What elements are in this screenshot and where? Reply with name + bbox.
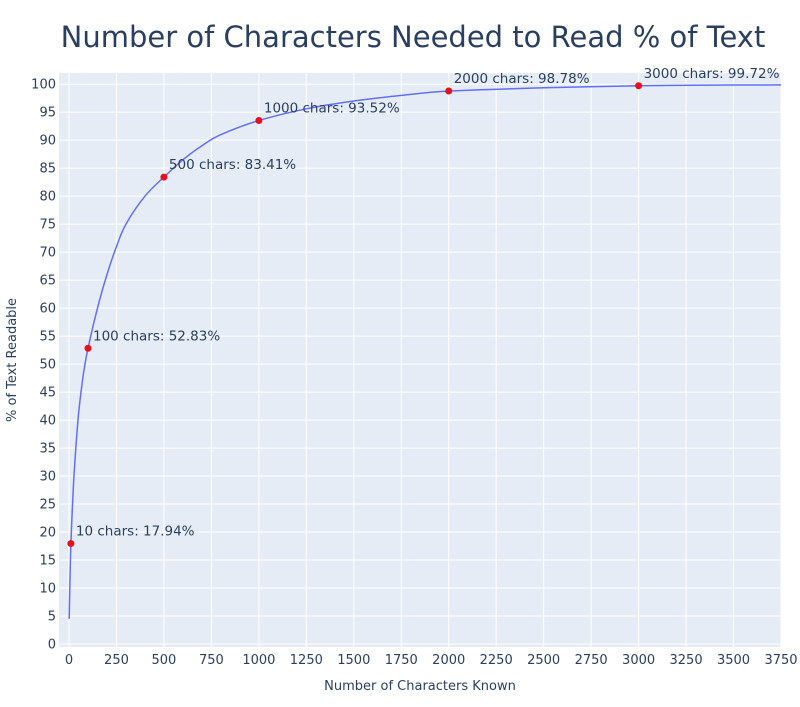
y-tick-label: 90 (39, 134, 56, 149)
y-tick-label: 30 (39, 470, 56, 485)
annotations: 10 chars: 17.94% 100 chars: 52.83% 500 cha… (76, 66, 780, 540)
y-tick-label: 35 (39, 442, 56, 457)
x-tick-label: 3750 (764, 653, 797, 668)
highlight-marker (255, 116, 263, 124)
series-line (68, 84, 782, 619)
annotation-label: 10 chars: 17.94% (76, 524, 195, 540)
y-axis-title: % of Text Readable (5, 298, 20, 422)
y-tick-label: 70 (39, 246, 56, 261)
y-tick-label: 50 (39, 358, 56, 373)
y-tick-label: 100 (31, 78, 56, 93)
annotation-label: 2000 chars: 98.78% (454, 71, 590, 87)
y-tick-label: 10 (39, 582, 56, 597)
y-tick-label: 55 (39, 330, 56, 345)
annotation-label: 1000 chars: 93.52% (264, 100, 400, 116)
y-tick-label: 75 (39, 218, 56, 233)
y-tick-label: 45 (39, 386, 56, 401)
y-tick-label: 40 (39, 414, 56, 429)
y-tick-label: 0 (48, 638, 56, 653)
y-tick-label: 5 (48, 610, 56, 625)
annotation-label: 100 chars: 52.83% (93, 328, 220, 344)
y-tick-label: 25 (39, 498, 56, 513)
x-tick-label: 3250 (670, 653, 703, 668)
plot-area (59, 73, 781, 647)
x-tick-label: 0 (65, 653, 73, 668)
y-axis-ticks: 0 5 10 15 20 25 30 35 40 45 50 55 60 65 70 75 80 85 90 95 10… (31, 78, 56, 653)
chart-title: Number of Characters Needed to Read % of… (61, 20, 766, 54)
x-tick-label: 2750 (575, 653, 608, 668)
highlight-marker (445, 87, 453, 95)
x-tick-label: 3500 (717, 653, 750, 668)
x-tick-label: 1250 (290, 653, 323, 668)
x-tick-label: 2250 (480, 653, 513, 668)
y-tick-label: 20 (39, 526, 56, 541)
x-tick-label: 2500 (527, 653, 560, 668)
y-tick-label: 80 (39, 190, 56, 205)
x-axis-title: Number of Characters Known (324, 679, 516, 694)
highlight-marker (635, 82, 643, 90)
highlight-marker (84, 344, 92, 352)
x-tick-label: 250 (104, 653, 129, 668)
x-tick-label: 1750 (385, 653, 418, 668)
x-tick-label: 1500 (337, 653, 370, 668)
annotation-label: 500 chars: 83.41% (169, 157, 296, 173)
y-tick-label: 60 (39, 302, 56, 317)
y-tick-label: 85 (39, 162, 56, 177)
annotation-label: 3000 chars: 99.72% (644, 66, 780, 82)
grid-lines (59, 73, 782, 647)
highlight-marker (160, 173, 168, 181)
y-tick-label: 65 (39, 274, 56, 289)
x-tick-label: 2000 (432, 653, 465, 668)
x-tick-label: 500 (152, 653, 177, 668)
x-axis-ticks: 0 250 500 750 1000 1250 1500 1750 2000 2250 2500 27… (65, 653, 798, 668)
highlight-marker (67, 540, 75, 548)
y-tick-label: 95 (39, 106, 56, 121)
x-tick-label: 1000 (242, 653, 275, 668)
x-tick-label: 750 (199, 653, 224, 668)
highlight-markers (67, 82, 643, 548)
x-tick-label: 3000 (622, 653, 655, 668)
y-tick-label: 15 (39, 554, 56, 569)
